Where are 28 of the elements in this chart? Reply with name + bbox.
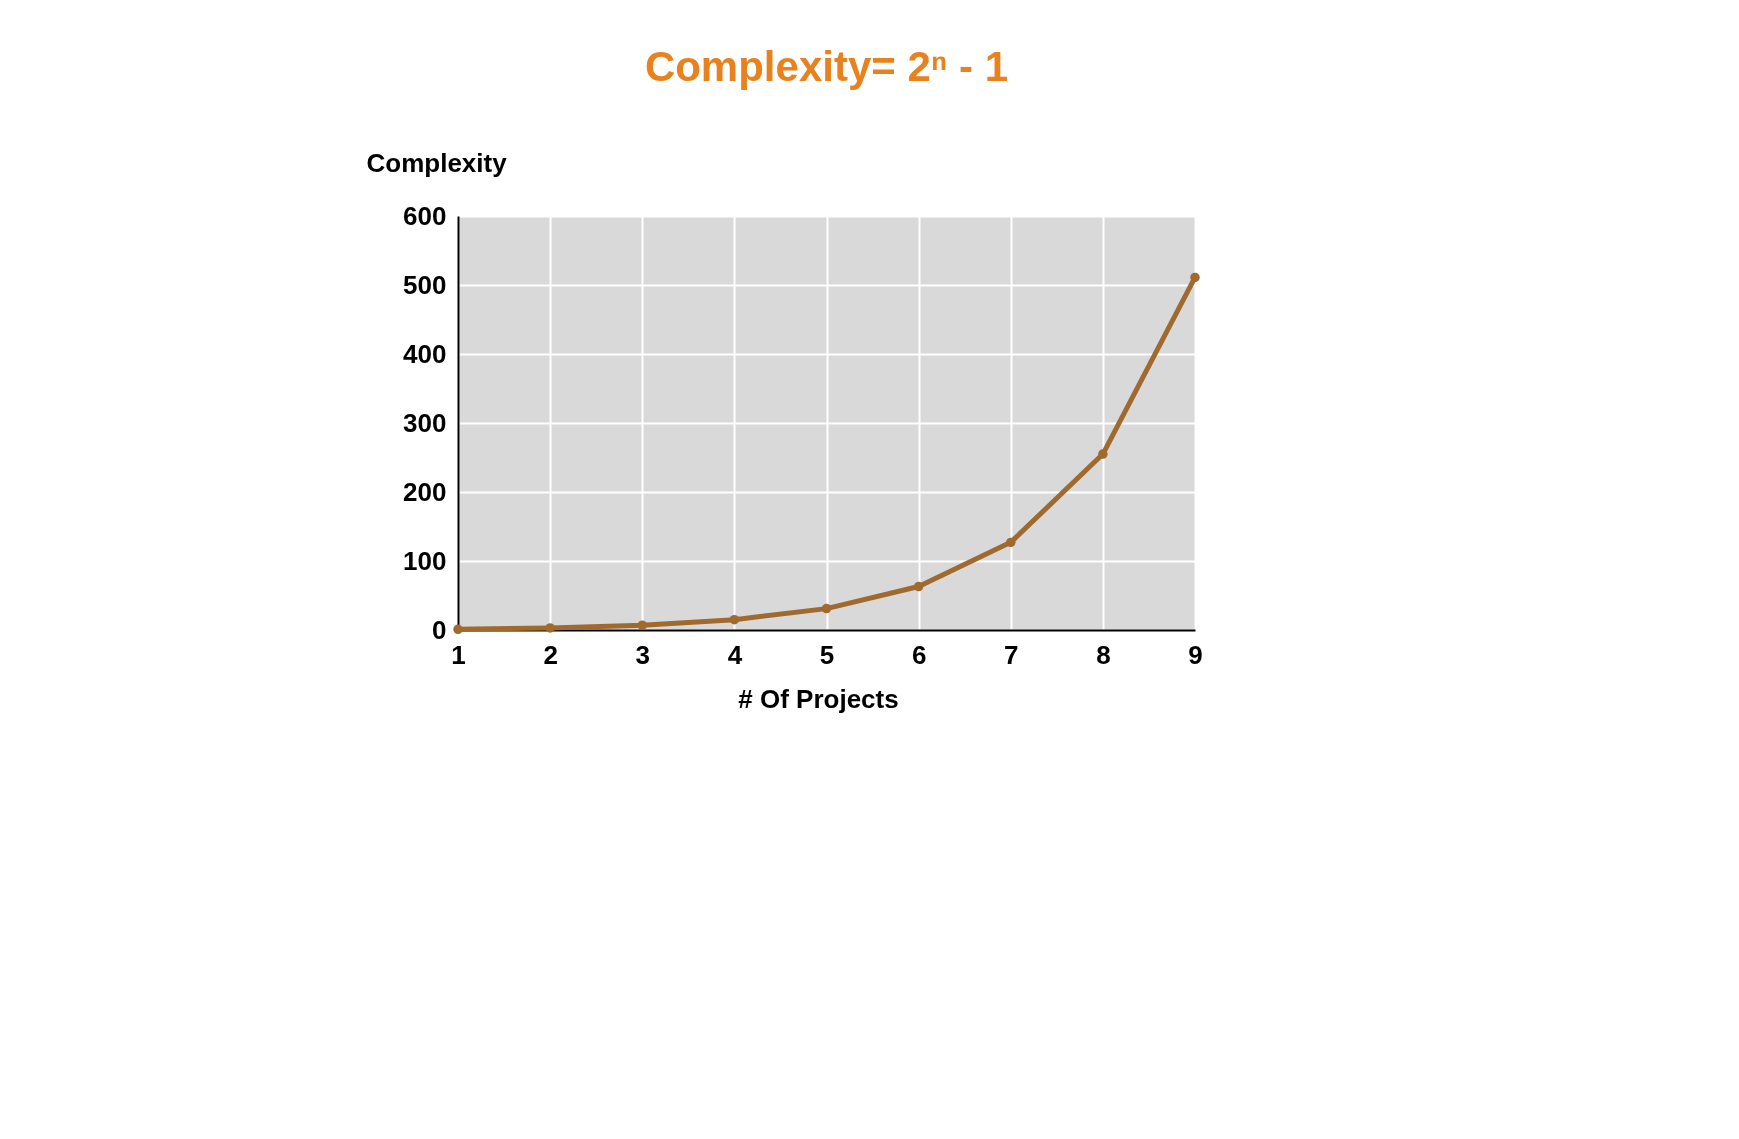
y-tick-label: 300 (403, 407, 447, 438)
y-tick-label: 600 (403, 200, 447, 231)
point (453, 624, 463, 635)
point (1006, 537, 1016, 548)
y-tick-label: 500 (403, 269, 447, 300)
x-tick-label: 1 (451, 639, 466, 670)
x-tick-label: 3 (635, 639, 650, 670)
y-tick-label: 400 (403, 338, 447, 369)
point (1098, 449, 1108, 459)
point (545, 623, 555, 633)
x-tick-label: 8 (1096, 639, 1111, 670)
y-tick-label: 100 (403, 545, 447, 576)
x-axis-title: # Of Projects (738, 683, 899, 714)
y-tick-label: 0 (432, 614, 447, 645)
chart-title: Complexity= 2ⁿ - 1 (644, 43, 1009, 90)
point (821, 603, 832, 614)
x-tick-label: 7 (1004, 639, 1019, 670)
point (637, 620, 647, 630)
x-tick-label: 5 (819, 639, 835, 670)
y-axis-title: Complexity (366, 147, 508, 178)
x-tick-label: 4 (727, 639, 743, 670)
point (1190, 272, 1200, 283)
x-tick-label: 9 (1188, 639, 1203, 670)
x-tick-label: 6 (911, 639, 927, 670)
x-tick-label: 2 (543, 639, 558, 670)
point (729, 614, 740, 625)
point (913, 581, 924, 592)
y-tick-label: 200 (403, 476, 447, 507)
